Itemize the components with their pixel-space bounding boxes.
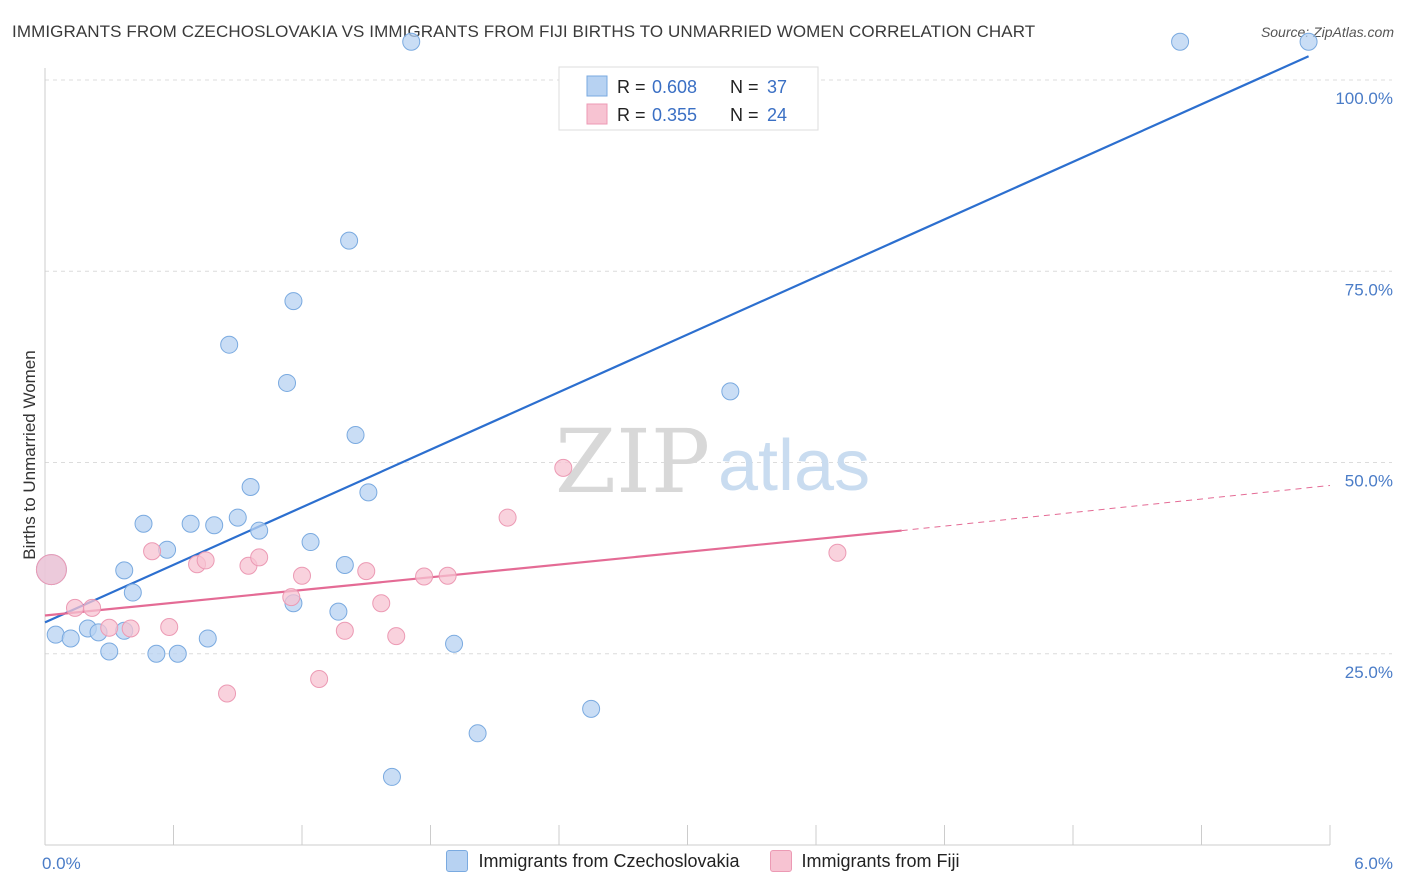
point-czechoslovakia-35 bbox=[1299, 32, 1318, 51]
trend-lines bbox=[44, 55, 1331, 624]
point-czechoslovakia-16 bbox=[228, 508, 247, 527]
point-fiji-0 bbox=[35, 554, 67, 586]
point-czechoslovakia-11 bbox=[168, 644, 187, 663]
point-czechoslovakia-10 bbox=[158, 540, 177, 559]
point-czechoslovakia-12 bbox=[181, 514, 200, 533]
watermark: ZIP atlas bbox=[555, 410, 870, 513]
x-tick-label-1: 6.0% bbox=[1354, 854, 1393, 873]
point-czechoslovakia-15 bbox=[220, 335, 239, 354]
point-czechoslovakia-34 bbox=[1171, 32, 1190, 51]
point-fiji-14 bbox=[310, 669, 329, 688]
point-fiji-1 bbox=[65, 598, 84, 617]
series-legend-item-czechoslovakia: Immigrants from Czechoslovakia bbox=[446, 850, 740, 872]
point-czechoslovakia-25 bbox=[340, 231, 359, 250]
legend-r-value-1: 0.608 bbox=[652, 77, 697, 97]
x-tick-label-0: 0.0% bbox=[42, 854, 81, 873]
point-czechoslovakia-6 bbox=[115, 561, 134, 580]
point-czechoslovakia-7 bbox=[123, 583, 142, 602]
point-czechoslovakia-32 bbox=[582, 699, 601, 718]
point-czechoslovakia-24 bbox=[335, 556, 354, 575]
legend-n-value-2: 24 bbox=[767, 105, 787, 125]
point-fiji-6 bbox=[160, 617, 179, 636]
legend-swatch-blue bbox=[586, 75, 608, 97]
y-tick-label-3: 100.0% bbox=[1335, 89, 1393, 108]
point-czechoslovakia-4 bbox=[100, 642, 119, 661]
point-czechoslovakia-21 bbox=[284, 292, 303, 311]
y-tick-label-1: 50.0% bbox=[1345, 472, 1393, 491]
y-tick-label-2: 75.0% bbox=[1345, 280, 1393, 299]
point-fiji-16 bbox=[357, 562, 376, 581]
point-czechoslovakia-31 bbox=[468, 724, 487, 743]
point-czechoslovakia-27 bbox=[359, 483, 378, 502]
y-tick-labels: 25.0% 50.0% 75.0% 100.0% bbox=[1335, 89, 1393, 682]
point-fiji-21 bbox=[498, 508, 517, 527]
point-fiji-2 bbox=[83, 598, 102, 617]
point-fiji-12 bbox=[282, 588, 301, 607]
point-fiji-4 bbox=[121, 619, 140, 638]
legend-swatch-pink bbox=[586, 103, 608, 125]
point-czechoslovakia-18 bbox=[250, 521, 269, 540]
point-czechoslovakia-23 bbox=[329, 602, 348, 621]
series-name-fiji: Immigrants from Fiji bbox=[801, 850, 960, 871]
point-czechoslovakia-29 bbox=[402, 32, 421, 51]
legend-n-value-1: 37 bbox=[767, 77, 787, 97]
watermark-zip: ZIP bbox=[555, 410, 710, 513]
point-czechoslovakia-30 bbox=[445, 634, 464, 653]
point-czechoslovakia-1 bbox=[61, 629, 80, 648]
series-legend-item-fiji: Immigrants from Fiji bbox=[769, 850, 960, 872]
point-czechoslovakia-19 bbox=[278, 373, 297, 392]
legend-r-label-2: R = bbox=[617, 105, 646, 125]
grid-lines bbox=[45, 79, 1392, 655]
point-czechoslovakia-22 bbox=[301, 533, 320, 552]
point-czechoslovakia-17 bbox=[241, 477, 260, 496]
point-fiji-22 bbox=[554, 458, 573, 477]
point-fiji-23 bbox=[828, 543, 847, 562]
trendline-fiji-extension bbox=[901, 484, 1331, 532]
point-fiji-19 bbox=[415, 567, 434, 586]
series-legend: Immigrants from Czechoslovakia Immigrant… bbox=[0, 850, 1406, 872]
data-points bbox=[35, 32, 1318, 786]
series-swatch-pink bbox=[769, 850, 792, 872]
point-czechoslovakia-26 bbox=[346, 425, 365, 444]
point-fiji-20 bbox=[438, 566, 457, 585]
y-tick-label-0: 25.0% bbox=[1345, 663, 1393, 682]
chart-title: IMMIGRANTS FROM CZECHOSLOVAKIA VS IMMIGR… bbox=[12, 22, 1036, 41]
point-fiji-11 bbox=[250, 548, 269, 567]
series-swatch-blue bbox=[446, 850, 469, 872]
point-czechoslovakia-14 bbox=[205, 516, 224, 535]
point-fiji-17 bbox=[372, 594, 391, 613]
point-czechoslovakia-0 bbox=[46, 625, 65, 644]
point-fiji-9 bbox=[218, 684, 237, 703]
series-name-czechoslovakia: Immigrants from Czechoslovakia bbox=[478, 850, 740, 871]
point-fiji-3 bbox=[100, 618, 119, 637]
point-fiji-18 bbox=[387, 627, 406, 646]
y-axis-label: Births to Unmarried Women bbox=[20, 350, 39, 559]
point-fiji-8 bbox=[196, 551, 215, 570]
point-czechoslovakia-9 bbox=[147, 644, 166, 663]
watermark-atlas: atlas bbox=[718, 426, 870, 506]
point-fiji-15 bbox=[335, 621, 354, 640]
legend-r-label-1: R = bbox=[617, 77, 646, 97]
legend-n-label-2: N = bbox=[730, 105, 759, 125]
point-fiji-5 bbox=[143, 542, 162, 561]
point-fiji-13 bbox=[293, 566, 311, 585]
legend-n-label-1: N = bbox=[730, 77, 759, 97]
point-czechoslovakia-13 bbox=[198, 629, 217, 648]
source-attribution: Source: ZipAtlas.com bbox=[1260, 24, 1394, 40]
axes bbox=[44, 68, 1331, 846]
legend-r-value-2: 0.355 bbox=[652, 105, 697, 125]
x-tick-labels: 0.0% 6.0% bbox=[42, 854, 1393, 873]
point-czechoslovakia-28 bbox=[382, 767, 401, 786]
trendline-fiji bbox=[44, 529, 902, 617]
point-czechoslovakia-8 bbox=[134, 514, 153, 533]
legend-box: R = 0.608 N = 37 R = 0.355 N = 24 bbox=[558, 66, 819, 131]
point-czechoslovakia-33 bbox=[721, 382, 740, 401]
